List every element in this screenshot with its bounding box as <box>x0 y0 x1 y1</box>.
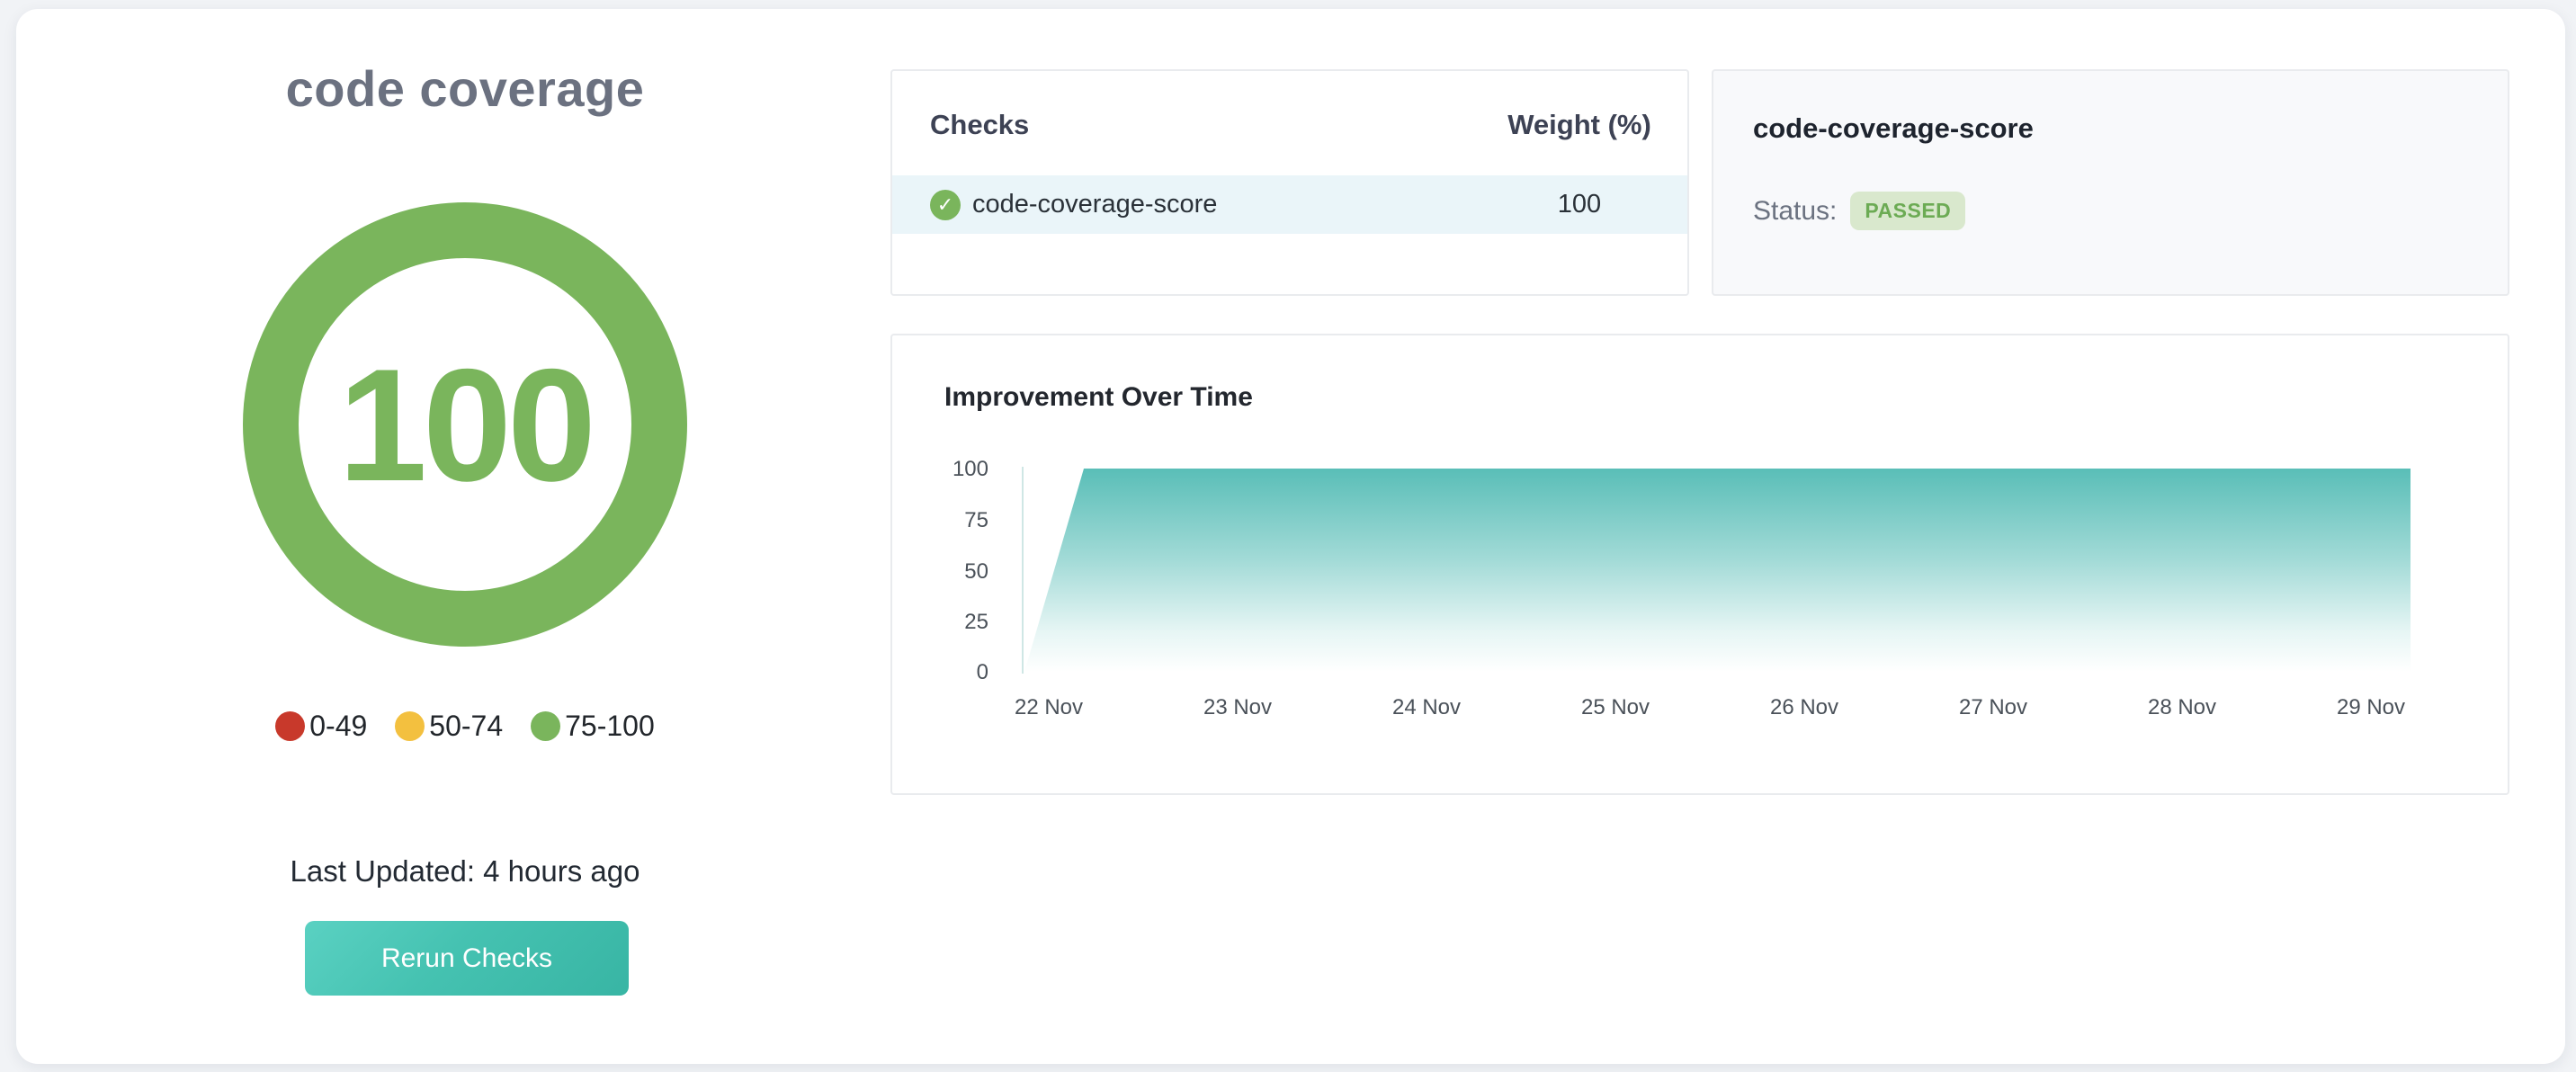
status-row: Status: PASSED <box>1753 192 2508 230</box>
y-tick-label: 0 <box>977 660 988 684</box>
area-series <box>1024 469 2411 672</box>
check-circle-icon: ✓ <box>930 189 961 220</box>
rerun-checks-label: Rerun Checks <box>380 942 553 973</box>
check-name-cell: ✓ code-coverage-score <box>930 189 1218 220</box>
dashboard-card: code coverage 100 0-49 50-74 75-100 Last… <box>16 9 2565 1064</box>
x-tick-label: 29 Nov <box>2337 695 2405 719</box>
legend-dot-green <box>531 711 561 741</box>
check-name: code-coverage-score <box>972 190 1218 219</box>
y-tick-label: 50 <box>964 559 988 584</box>
check-weight-cell: 100 <box>1557 190 1602 219</box>
improvement-area-chart: 100 75 50 25 0 22 Nov 23 Nov 24 Nov 25 N… <box>953 457 2411 719</box>
legend-dot-yellow <box>395 711 425 741</box>
legend-item-low: 0-49 <box>275 710 367 743</box>
table-row[interactable]: ✓ code-coverage-score 100 <box>892 175 1687 234</box>
x-tick-label: 28 Nov <box>2148 695 2216 719</box>
y-tick-label: 25 <box>964 610 988 634</box>
score-gauge: 100 <box>243 202 687 647</box>
score-legend: 0-49 50-74 75-100 <box>16 710 914 743</box>
check-detail-title: code-coverage-score <box>1753 112 2034 144</box>
checks-column-header: Checks <box>930 109 1030 140</box>
y-tick-label: 75 <box>964 508 988 532</box>
status-label: Status: <box>1753 195 1838 226</box>
x-tick-label: 23 Nov <box>1203 695 1272 719</box>
improvement-chart-panel: Improvement Over Time 100 75 50 25 0 <box>890 334 2509 795</box>
check-detail-panel: code-coverage-score Status: PASSED <box>1712 69 2509 296</box>
weight-column-header: Weight (%) <box>1507 109 1651 140</box>
x-tick-label: 22 Nov <box>1015 695 1083 719</box>
legend-label: 75-100 <box>565 710 655 742</box>
status-badge: PASSED <box>1850 192 1966 230</box>
score-value: 100 <box>338 335 596 514</box>
legend-label: 0-49 <box>309 710 368 742</box>
x-tick-label: 24 Nov <box>1392 695 1461 719</box>
checks-table-header: Checks Weight (%) <box>892 71 1687 141</box>
page-title: code coverage <box>285 60 645 117</box>
checks-panel: Checks Weight (%) ✓ code-coverage-score … <box>890 69 1689 296</box>
x-tick-label: 26 Nov <box>1770 695 1838 719</box>
legend-dot-red <box>275 711 306 741</box>
x-tick-label: 25 Nov <box>1581 695 1650 719</box>
chart-title: Improvement Over Time <box>944 382 1253 412</box>
x-tick-label: 27 Nov <box>1959 695 2027 719</box>
legend-label: 50-74 <box>429 710 504 742</box>
legend-item-high: 75-100 <box>531 710 655 743</box>
rerun-checks-button[interactable]: Rerun Checks <box>305 921 629 996</box>
last-updated-text: Last Updated: 4 hours ago <box>290 854 640 888</box>
legend-item-mid: 50-74 <box>395 710 503 743</box>
y-tick-label: 100 <box>953 457 988 481</box>
